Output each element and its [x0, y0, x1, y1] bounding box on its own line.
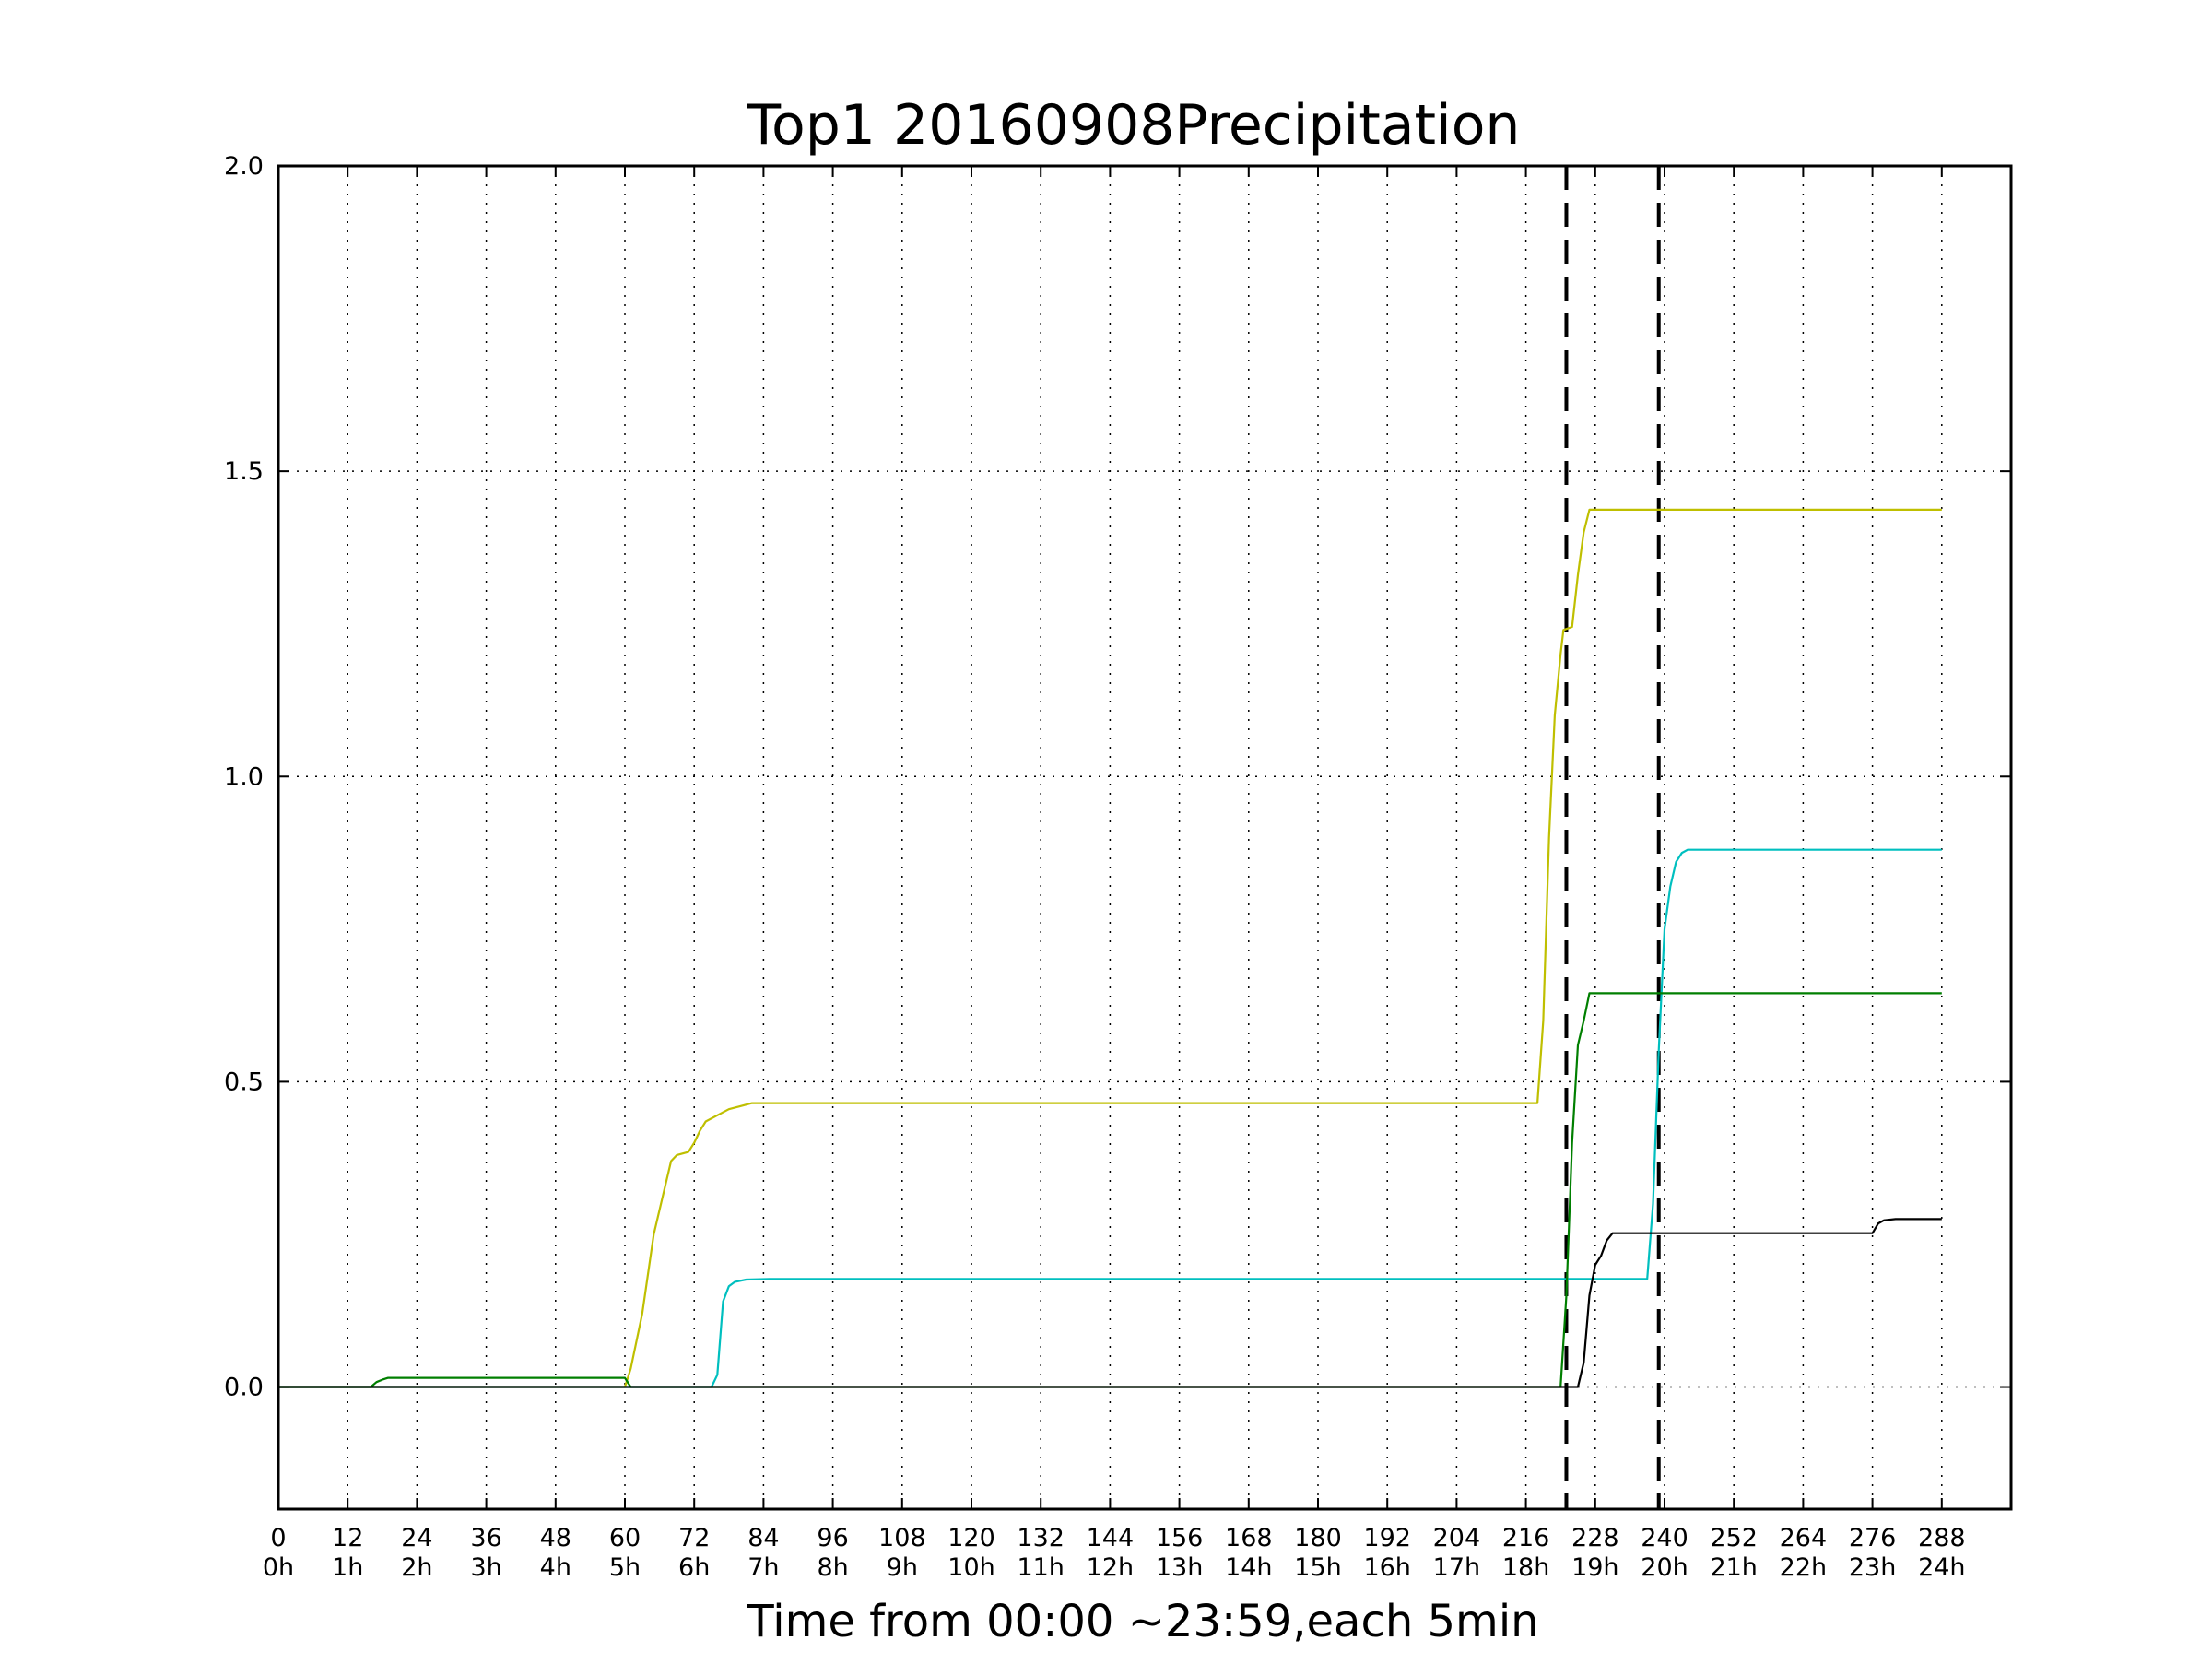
x-tick-label-hour: 23h: [1849, 1553, 1896, 1582]
x-tick-label: 180: [1294, 1524, 1342, 1552]
x-tick-label-hour: 15h: [1294, 1553, 1341, 1582]
x-tick-label-hour: 0h: [263, 1553, 294, 1582]
x-tick-label-hour: 3h: [470, 1553, 501, 1582]
x-tick-label: 60: [609, 1524, 641, 1552]
x-tick-label-hour: 2h: [401, 1553, 432, 1582]
x-tick-label: 84: [747, 1524, 779, 1552]
x-tick-label-hour: 18h: [1502, 1553, 1549, 1582]
x-tick-label-hour: 24h: [1918, 1553, 1965, 1582]
x-tick-label: 204: [1433, 1524, 1481, 1552]
x-tick-label-hour: 16h: [1363, 1553, 1410, 1582]
series-line: [278, 848, 1942, 1388]
x-tick-label-hour: 21h: [1710, 1553, 1757, 1582]
plot-frame: [276, 164, 2013, 1511]
x-tick-label: 24: [401, 1524, 432, 1552]
x-tick-label: 36: [470, 1524, 501, 1552]
x-tick-label: 108: [878, 1524, 926, 1552]
x-tick-label-hour: 10h: [947, 1553, 994, 1582]
x-tick-label-hour: 12h: [1087, 1553, 1134, 1582]
x-tick-label-hour: 4h: [540, 1553, 571, 1582]
x-tick-label-hour: 20h: [1641, 1553, 1688, 1582]
x-tick-label-hour: 5h: [609, 1553, 641, 1582]
y-tick-label: 1.5: [224, 457, 264, 486]
x-tick-label: 0: [270, 1524, 286, 1552]
y-tick-label: 1.0: [224, 762, 264, 791]
x-tick-label: 120: [947, 1524, 995, 1552]
chart-title: Top1 20160908Precipitation: [747, 93, 1521, 158]
x-tick-label: 192: [1363, 1524, 1411, 1552]
x-tick-label: 240: [1641, 1524, 1688, 1552]
x-tick-label-hour: 17h: [1433, 1553, 1480, 1582]
x-tick-label: 96: [817, 1524, 848, 1552]
x-tick-label: 156: [1156, 1524, 1204, 1552]
x-tick-label-hour: 22h: [1780, 1553, 1827, 1582]
x-tick-label-hour: 13h: [1156, 1553, 1203, 1582]
x-tick-label: 252: [1710, 1524, 1758, 1552]
x-tick-label-hour: 11h: [1017, 1553, 1064, 1582]
x-tick-label-hour: 1h: [332, 1553, 363, 1582]
series-line: [278, 1218, 1942, 1388]
x-tick-label: 288: [1918, 1524, 1966, 1552]
x-tick-label-hour: 9h: [887, 1553, 918, 1582]
x-tick-label-hour: 7h: [747, 1553, 779, 1582]
y-tick-label: 2.0: [224, 152, 264, 181]
x-tick-label: 12: [332, 1524, 363, 1552]
x-tick-label-hour: 19h: [1571, 1553, 1618, 1582]
x-tick-label: 168: [1225, 1524, 1273, 1552]
y-tick-label: 0.0: [224, 1374, 264, 1402]
x-tick-label-hour: 8h: [817, 1553, 848, 1582]
x-tick-label: 144: [1087, 1524, 1135, 1552]
x-tick-label-hour: 14h: [1225, 1553, 1272, 1582]
x-tick-label: 132: [1017, 1524, 1065, 1552]
x-tick-label: 228: [1571, 1524, 1619, 1552]
x-axis-label: Time from 00:00 ~23:59,each 5min: [746, 1596, 1538, 1647]
series-line: [278, 508, 1942, 1388]
y-tick-label: 0.5: [224, 1068, 264, 1096]
x-tick-label-hour: 6h: [678, 1553, 710, 1582]
x-tick-label: 264: [1780, 1524, 1828, 1552]
x-tick-label: 276: [1849, 1524, 1897, 1552]
x-tick-label: 72: [678, 1524, 710, 1552]
series-lines: [278, 508, 1942, 1388]
x-tick-label: 48: [540, 1524, 571, 1552]
x-tick-label: 216: [1502, 1524, 1550, 1552]
